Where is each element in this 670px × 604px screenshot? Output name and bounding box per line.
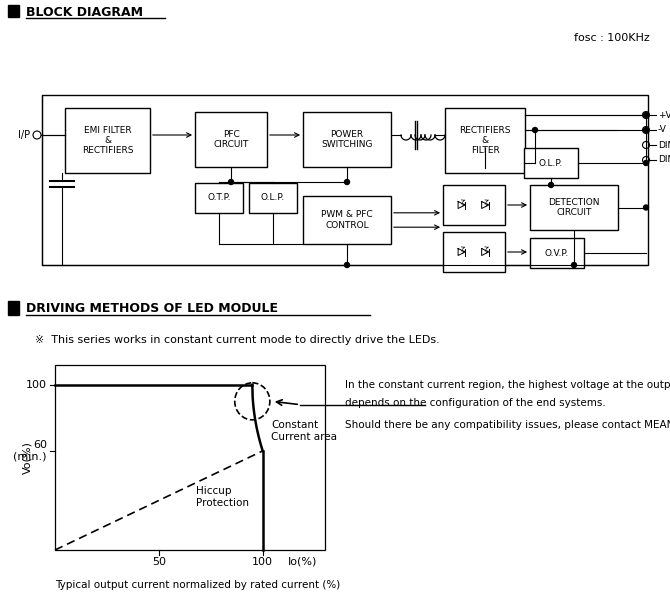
Bar <box>42 95 648 265</box>
Bar <box>445 108 525 173</box>
Bar <box>303 112 391 167</box>
Text: In the constant current region, the highest voltage at the output of the driver: In the constant current region, the high… <box>345 380 670 390</box>
Bar <box>530 185 618 230</box>
Bar <box>195 112 267 167</box>
Text: PWM & PFC
CONTROL: PWM & PFC CONTROL <box>321 210 373 230</box>
Text: depends on the configuration of the end systems.: depends on the configuration of the end … <box>345 398 606 408</box>
Circle shape <box>572 263 576 268</box>
Text: Vo(%): Vo(%) <box>22 441 32 474</box>
Text: Typical output current normalized by rated current (%): Typical output current normalized by rat… <box>55 580 340 590</box>
Text: POWER
SWITCHING: POWER SWITCHING <box>321 130 373 149</box>
Text: PFC
CIRCUIT: PFC CIRCUIT <box>213 130 249 149</box>
Bar <box>65 108 150 173</box>
Circle shape <box>533 127 537 132</box>
Circle shape <box>643 161 649 165</box>
Text: DETECTION
CIRCUIT: DETECTION CIRCUIT <box>548 198 600 217</box>
Bar <box>249 183 297 213</box>
Text: 100: 100 <box>252 557 273 567</box>
Circle shape <box>643 127 649 132</box>
Text: O.L.P.: O.L.P. <box>261 193 285 202</box>
Text: DRIVING METHODS OF LED MODULE: DRIVING METHODS OF LED MODULE <box>26 301 278 315</box>
Text: Io(%): Io(%) <box>287 557 317 567</box>
Text: DIM+: DIM+ <box>658 141 670 150</box>
Text: Constant
Current area: Constant Current area <box>271 420 337 442</box>
Text: fosc : 100KHz: fosc : 100KHz <box>574 33 650 43</box>
Circle shape <box>643 112 649 118</box>
Circle shape <box>228 179 234 184</box>
Text: BLOCK DIAGRAM: BLOCK DIAGRAM <box>26 5 143 19</box>
Text: 100: 100 <box>26 380 47 390</box>
Circle shape <box>549 182 553 187</box>
Text: DIM-: DIM- <box>658 155 670 164</box>
Bar <box>524 148 578 178</box>
Text: 60
(min.): 60 (min.) <box>13 440 47 461</box>
Circle shape <box>344 263 350 268</box>
Bar <box>195 183 243 213</box>
Bar <box>530 238 584 268</box>
Text: 50: 50 <box>152 557 166 567</box>
Circle shape <box>643 205 649 210</box>
Text: O.V.P.: O.V.P. <box>545 248 569 257</box>
Text: I/P: I/P <box>18 130 30 140</box>
Bar <box>443 232 505 272</box>
Bar <box>55 365 325 550</box>
Text: ※  This series works in constant current mode to directly drive the LEDs.: ※ This series works in constant current … <box>35 335 440 345</box>
Text: O.T.P.: O.T.P. <box>207 193 230 202</box>
Text: Should there be any compatibility issues, please contact MEAN WELL.: Should there be any compatibility issues… <box>345 420 670 430</box>
Bar <box>303 196 391 244</box>
Bar <box>443 185 505 225</box>
Text: EMI FILTER
&
RECTIFIERS: EMI FILTER & RECTIFIERS <box>82 126 133 155</box>
Text: RECTIFIERS
&
FILTER: RECTIFIERS & FILTER <box>459 126 511 155</box>
Bar <box>8 5 19 17</box>
Text: +V: +V <box>658 111 670 120</box>
Bar <box>8 301 19 315</box>
Text: -V: -V <box>658 126 667 135</box>
Text: O.L.P.: O.L.P. <box>539 158 563 167</box>
Text: Hiccup
Protection: Hiccup Protection <box>196 486 249 508</box>
Circle shape <box>344 179 350 184</box>
